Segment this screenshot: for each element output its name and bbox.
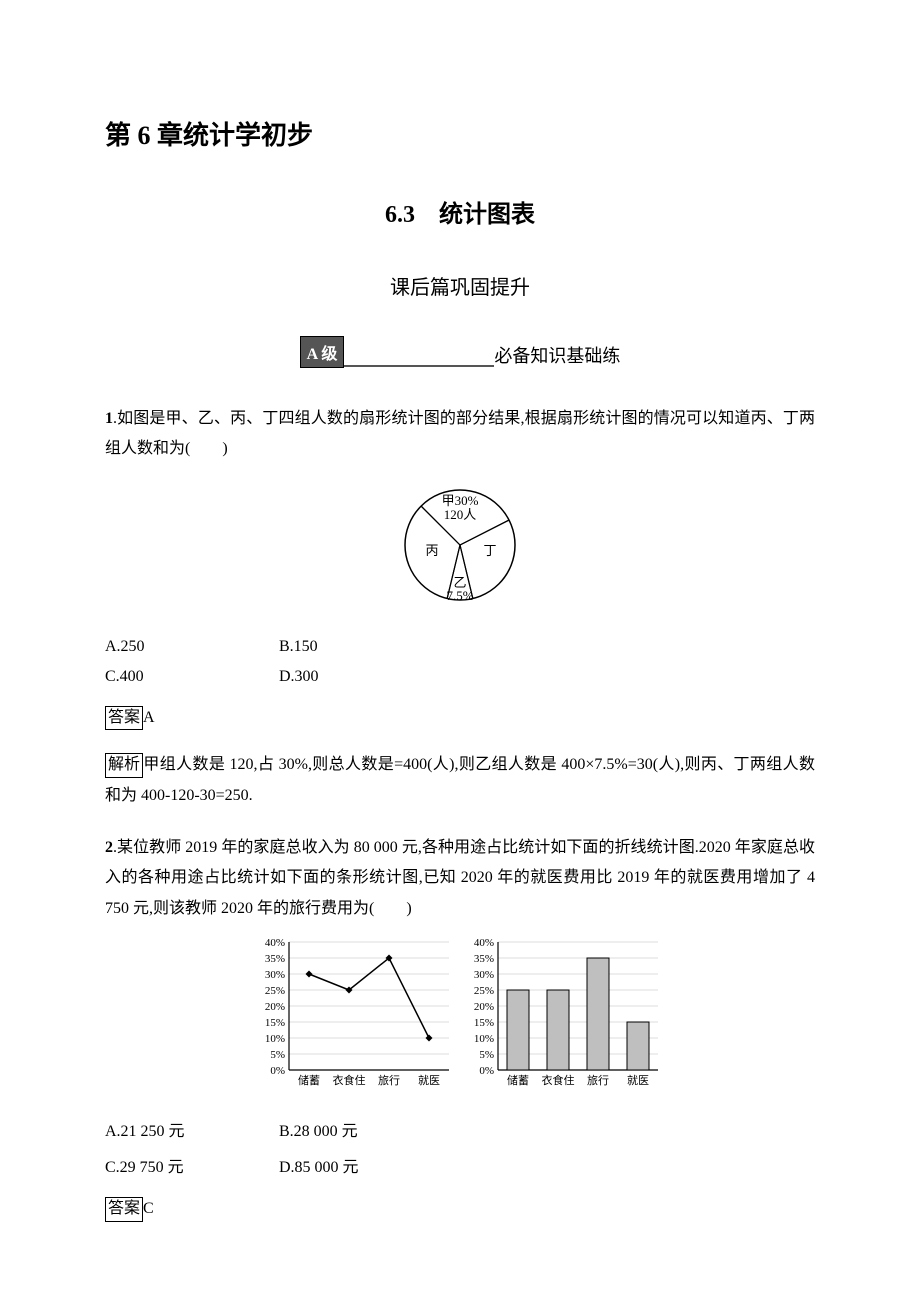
svg-text:就医: 就医 (627, 1073, 649, 1087)
section-title: 6.3 统计图表 (105, 194, 815, 229)
q2-options-row1: A.21 250 元 B.28 000 元 (105, 1117, 815, 1141)
q1-opt-a: A.250 (105, 638, 275, 656)
svg-text:15%: 15% (265, 1017, 285, 1029)
q2-bar-chart: 0% 5% 10% 15% 20% 25% 30% 35% 40% 储蓄衣食住旅行 就医 (462, 934, 667, 1094)
q1-explanation: 解析甲组人数是 120,占 30%,则总人数是=400(人),则乙组人数是 40… (105, 750, 815, 811)
svg-text:120人: 120人 (444, 507, 477, 522)
q2-opt-c: C.29 750 元 (105, 1153, 275, 1177)
svg-text:10%: 10% (265, 1033, 285, 1045)
q1-number: 1 (105, 410, 113, 427)
q1-opt-b: B.150 (279, 638, 318, 656)
q1-pie-chart: 甲30%120人乙7.5%丙丁 (390, 475, 530, 615)
svg-text:35%: 35% (474, 953, 494, 965)
q2-figure: 0%5%10%15%20%25%30%35%40%储蓄衣食住旅行就医 0%5%1… (105, 934, 815, 1099)
svg-text:10%: 10% (474, 1033, 494, 1045)
svg-text:25%: 25% (265, 985, 285, 997)
level-underline (344, 365, 494, 367)
svg-text:旅行: 旅行 (587, 1073, 609, 1087)
svg-text:储蓄: 储蓄 (507, 1073, 529, 1087)
svg-text:衣食住: 衣食住 (542, 1073, 575, 1087)
q2-options-row2: C.29 750 元 D.85 000 元 (105, 1153, 815, 1177)
svg-text:25%: 25% (474, 985, 494, 997)
svg-text:0%: 0% (270, 1065, 285, 1077)
q1-options-row2: C.400 D.300 (105, 668, 815, 686)
q2-answer-line: 答案C (105, 1197, 815, 1221)
document-page: 第 6 章统计学初步 6.3 统计图表 课后篇巩固提升 A 级 必备知识基础练 … (0, 0, 920, 1302)
svg-text:40%: 40% (474, 937, 494, 949)
svg-text:35%: 35% (265, 953, 285, 965)
q1-answer: A (143, 709, 155, 726)
q2-opt-a: A.21 250 元 (105, 1117, 275, 1141)
q2-opt-d: D.85 000 元 (279, 1153, 359, 1177)
q2-stem: 2.某位教师 2019 年的家庭总收入为 80 000 元,各种用途占比统计如下… (105, 833, 815, 924)
q2-line-chart: 0% 5% 10% 15% 20% 25% 30% 35% 40% 储蓄衣食住旅行 就医 (253, 934, 458, 1094)
svg-text:储蓄: 储蓄 (298, 1073, 320, 1087)
q1-text: .如图是甲、乙、丙、丁四组人数的扇形统计图的部分结果,根据扇形统计图的情况可以知… (105, 410, 815, 457)
q1-explanation-text: 甲组人数是 120,占 30%,则总人数是=400(人),则乙组人数是 400×… (105, 756, 815, 803)
q1-options-row1: A.250 B.150 (105, 638, 815, 656)
q2-answer: C (143, 1200, 154, 1217)
svg-text:丁: 丁 (483, 543, 496, 558)
svg-text:就医: 就医 (418, 1073, 440, 1087)
svg-text:衣食住: 衣食住 (333, 1073, 366, 1087)
svg-text:7.5%: 7.5% (446, 588, 473, 603)
svg-text:丙: 丙 (425, 543, 438, 558)
q1-opt-d: D.300 (279, 668, 319, 686)
q2-text: .某位教师 2019 年的家庭总收入为 80 000 元,各种用途占比统计如下面… (105, 839, 815, 917)
svg-text:30%: 30% (474, 969, 494, 981)
q1-figure: 甲30%120人乙7.5%丙丁 (105, 475, 815, 620)
svg-text:旅行: 旅行 (378, 1073, 400, 1087)
q2-opt-b: B.28 000 元 (279, 1117, 358, 1141)
svg-text:5%: 5% (270, 1049, 285, 1061)
svg-text:30%: 30% (265, 969, 285, 981)
svg-text:甲30%: 甲30% (442, 493, 479, 508)
svg-text:0%: 0% (479, 1065, 494, 1077)
level-badge: A 级 (300, 336, 345, 368)
level-row: A 级 必备知识基础练 (105, 336, 815, 368)
svg-text:40%: 40% (265, 937, 285, 949)
answer-label-box: 答案 (105, 706, 143, 730)
chapter-title: 第 6 章统计学初步 (105, 115, 815, 152)
q1-opt-c: C.400 (105, 668, 275, 686)
sub-title: 课后篇巩固提升 (105, 271, 815, 300)
level-text: 必备知识基础练 (494, 342, 620, 368)
svg-text:20%: 20% (265, 1001, 285, 1013)
svg-text:20%: 20% (474, 1001, 494, 1013)
q2-number: 2 (105, 839, 113, 856)
q1-answer-line: 答案A (105, 706, 815, 730)
answer-label-box: 答案 (105, 1197, 143, 1221)
svg-text:15%: 15% (474, 1017, 494, 1029)
q1-stem: 1.如图是甲、乙、丙、丁四组人数的扇形统计图的部分结果,根据扇形统计图的情况可以… (105, 404, 815, 465)
svg-text:5%: 5% (479, 1049, 494, 1061)
explanation-label-box: 解析 (105, 753, 143, 777)
